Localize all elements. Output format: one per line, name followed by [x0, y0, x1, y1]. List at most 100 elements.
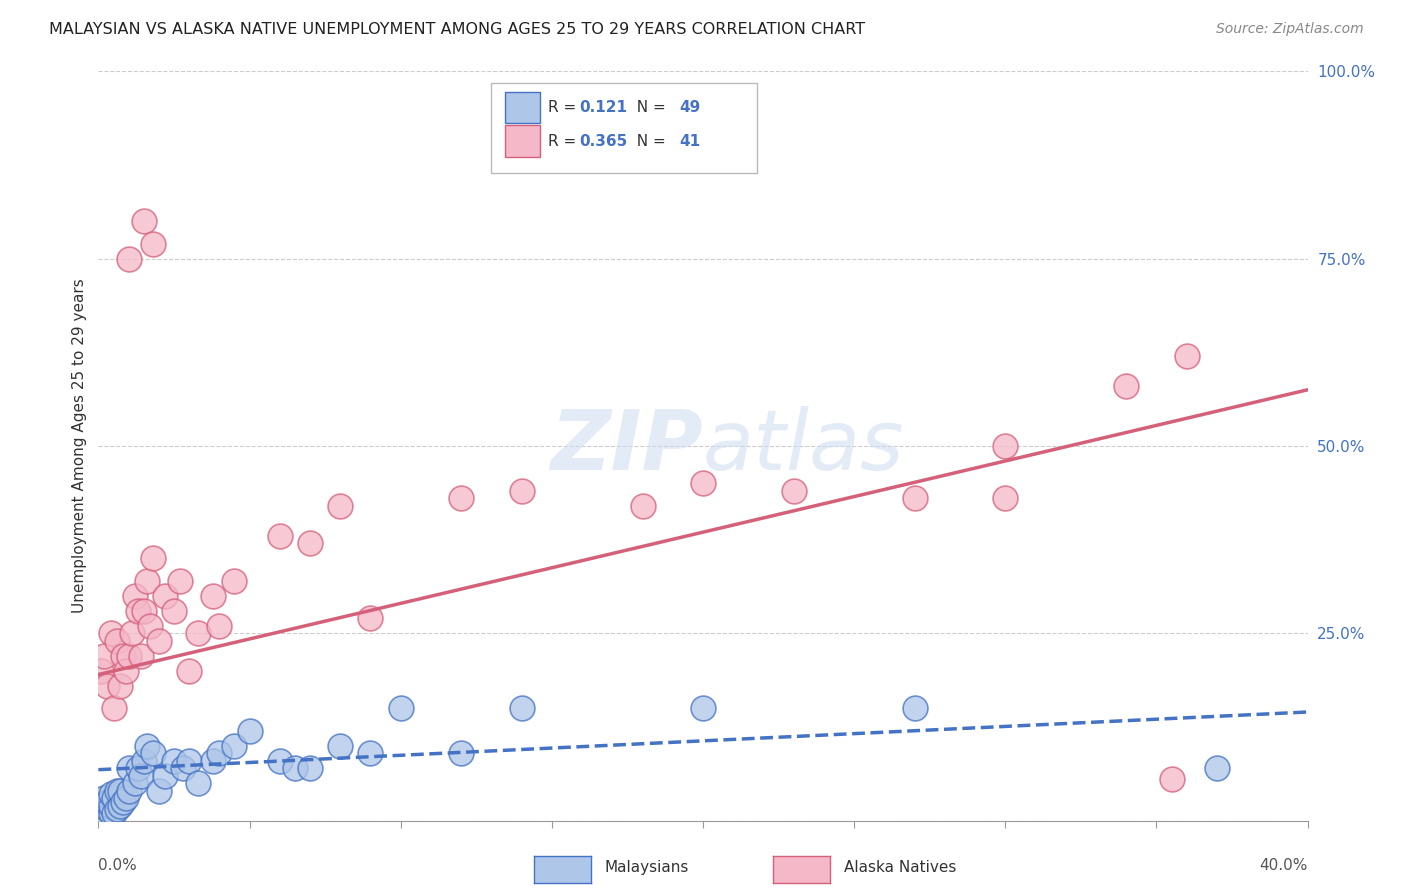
Point	[202, 589, 225, 603]
Point	[904, 701, 927, 715]
Point	[389, 701, 412, 715]
Point	[450, 491, 472, 506]
Point	[135, 739, 157, 753]
Point	[1206, 761, 1229, 775]
Point	[1115, 379, 1137, 393]
Point	[108, 783, 131, 797]
Point	[90, 798, 112, 813]
Point	[269, 754, 291, 768]
Point	[105, 783, 128, 797]
Point	[93, 648, 115, 663]
Point	[93, 806, 115, 821]
Point	[631, 499, 654, 513]
Point	[163, 604, 186, 618]
Point	[100, 806, 122, 821]
Point	[224, 739, 246, 753]
Point	[239, 723, 262, 738]
Point	[153, 589, 176, 603]
Point	[114, 791, 136, 805]
Point	[124, 776, 146, 790]
FancyBboxPatch shape	[492, 83, 758, 172]
Point	[142, 746, 165, 760]
Point	[148, 633, 170, 648]
Point	[108, 798, 131, 813]
Text: 49: 49	[679, 100, 700, 115]
Text: N =: N =	[627, 134, 671, 149]
Point	[692, 701, 714, 715]
Point	[299, 536, 322, 550]
Text: R =: R =	[548, 100, 581, 115]
Point	[103, 806, 125, 821]
Point	[299, 761, 322, 775]
Text: 0.365: 0.365	[579, 134, 628, 149]
Point	[105, 633, 128, 648]
Point	[127, 761, 149, 775]
Text: Source: ZipAtlas.com: Source: ZipAtlas.com	[1216, 22, 1364, 37]
Text: 0.121: 0.121	[579, 100, 627, 115]
Point	[93, 810, 115, 824]
Point	[93, 791, 115, 805]
Point	[208, 746, 231, 760]
Point	[1175, 349, 1198, 363]
Point	[135, 574, 157, 588]
FancyBboxPatch shape	[505, 92, 540, 123]
Point	[118, 783, 141, 797]
Point	[127, 604, 149, 618]
Y-axis label: Unemployment Among Ages 25 to 29 years: Unemployment Among Ages 25 to 29 years	[72, 278, 87, 614]
Point	[510, 483, 533, 498]
Text: Malaysians: Malaysians	[605, 861, 689, 875]
Point	[111, 795, 134, 809]
Point	[148, 783, 170, 797]
Point	[172, 761, 194, 775]
Point	[994, 439, 1017, 453]
Text: N =: N =	[627, 100, 671, 115]
Text: MALAYSIAN VS ALASKA NATIVE UNEMPLOYMENT AMONG AGES 25 TO 29 YEARS CORRELATION CH: MALAYSIAN VS ALASKA NATIVE UNEMPLOYMENT …	[49, 22, 865, 37]
Point	[187, 626, 209, 640]
Point	[169, 574, 191, 588]
Point	[96, 810, 118, 824]
Point	[118, 252, 141, 266]
Point	[904, 491, 927, 506]
Point	[121, 626, 143, 640]
Point	[284, 761, 307, 775]
Point	[360, 611, 382, 625]
Point	[103, 701, 125, 715]
Point	[96, 802, 118, 816]
Point	[783, 483, 806, 498]
Point	[510, 701, 533, 715]
Text: 0.0%: 0.0%	[98, 858, 138, 873]
Point	[153, 769, 176, 783]
Point	[208, 619, 231, 633]
Point	[96, 795, 118, 809]
Point	[118, 648, 141, 663]
Point	[105, 802, 128, 816]
Point	[163, 754, 186, 768]
Point	[224, 574, 246, 588]
Point	[129, 648, 152, 663]
Point	[129, 769, 152, 783]
Point	[96, 679, 118, 693]
Text: Alaska Natives: Alaska Natives	[844, 861, 956, 875]
Point	[100, 788, 122, 802]
Point	[179, 754, 201, 768]
Point	[142, 236, 165, 251]
Point	[329, 499, 352, 513]
Point	[103, 791, 125, 805]
Text: atlas: atlas	[703, 406, 904, 486]
Point	[187, 776, 209, 790]
Point	[329, 739, 352, 753]
Point	[1160, 772, 1182, 787]
Text: ZIP: ZIP	[550, 406, 703, 486]
Point	[111, 648, 134, 663]
Point	[132, 754, 155, 768]
Point	[360, 746, 382, 760]
Point	[142, 551, 165, 566]
Point	[90, 664, 112, 678]
Text: R =: R =	[548, 134, 581, 149]
Point	[450, 746, 472, 760]
Point	[90, 810, 112, 824]
Point	[118, 761, 141, 775]
Point	[132, 604, 155, 618]
Text: 40.0%: 40.0%	[1260, 858, 1308, 873]
Point	[100, 798, 122, 813]
